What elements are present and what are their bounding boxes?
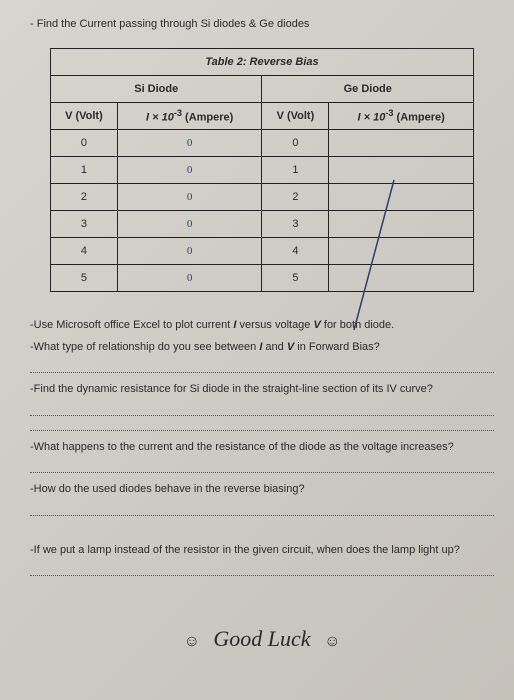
table-title: Table 2: Reverse Bias (51, 49, 474, 76)
answer-line (30, 460, 494, 473)
table-cell: 2 (51, 184, 118, 211)
table-cell: 3 (262, 211, 329, 238)
ge-diode-header: Ge Diode (262, 76, 474, 103)
question-2: -What type of relationship do you see be… (30, 339, 494, 357)
table-cell: 0 (262, 130, 329, 157)
question-5: -How do the used diodes behave in the re… (30, 481, 494, 499)
table-container: Table 2: Reverse Bias Si Diode Ge Diode … (50, 48, 474, 292)
col-v-ge: V (Volt) (262, 103, 329, 130)
table-cell: 0 (51, 130, 118, 157)
questions-section: -Use Microsoft office Excel to plot curr… (30, 317, 494, 576)
table-cell: 0 (117, 184, 262, 211)
table-cell (329, 184, 474, 211)
table-cell (329, 130, 474, 157)
answer-line (30, 403, 494, 416)
col-i-si: I × 10-3 (Ampere) (117, 103, 262, 130)
question-4: -What happens to the current and the res… (30, 439, 494, 457)
table-cell: 3 (51, 211, 118, 238)
table-cell (329, 211, 474, 238)
table-cell (329, 157, 474, 184)
table-cell: 5 (51, 265, 118, 292)
answer-line (30, 418, 494, 431)
answer-line (30, 360, 494, 373)
table-cell: 4 (262, 238, 329, 265)
answer-line (30, 503, 494, 516)
smiley-icon: ☺ (324, 633, 340, 650)
footer: ☺ Good Luck ☺ (30, 626, 494, 652)
col-v-si: V (Volt) (51, 103, 118, 130)
good-luck-text: Good Luck (213, 626, 310, 651)
reverse-bias-table: Table 2: Reverse Bias Si Diode Ge Diode … (50, 48, 474, 292)
table-cell: 0 (117, 130, 262, 157)
table-cell: 1 (262, 157, 329, 184)
table-cell (329, 238, 474, 265)
table-cell: 0 (117, 211, 262, 238)
table-cell: 0 (117, 238, 262, 265)
table-cell: 0 (117, 157, 262, 184)
table-cell: 1 (51, 157, 118, 184)
smiley-icon: ☺ (184, 633, 200, 650)
table-cell (329, 265, 474, 292)
table-cell: 0 (117, 265, 262, 292)
table-cell: 5 (262, 265, 329, 292)
question-1: -Use Microsoft office Excel to plot curr… (30, 317, 494, 335)
question-6: -If we put a lamp instead of the resisto… (30, 542, 494, 560)
si-diode-header: Si Diode (51, 76, 262, 103)
table-cell: 2 (262, 184, 329, 211)
answer-line (30, 563, 494, 576)
page-header: - Find the Current passing through Si di… (30, 18, 494, 30)
question-3: -Find the dynamic resistance for Si diod… (30, 381, 494, 399)
col-i-ge: I × 10-3 (Ampere) (329, 103, 474, 130)
table-cell: 4 (51, 238, 118, 265)
